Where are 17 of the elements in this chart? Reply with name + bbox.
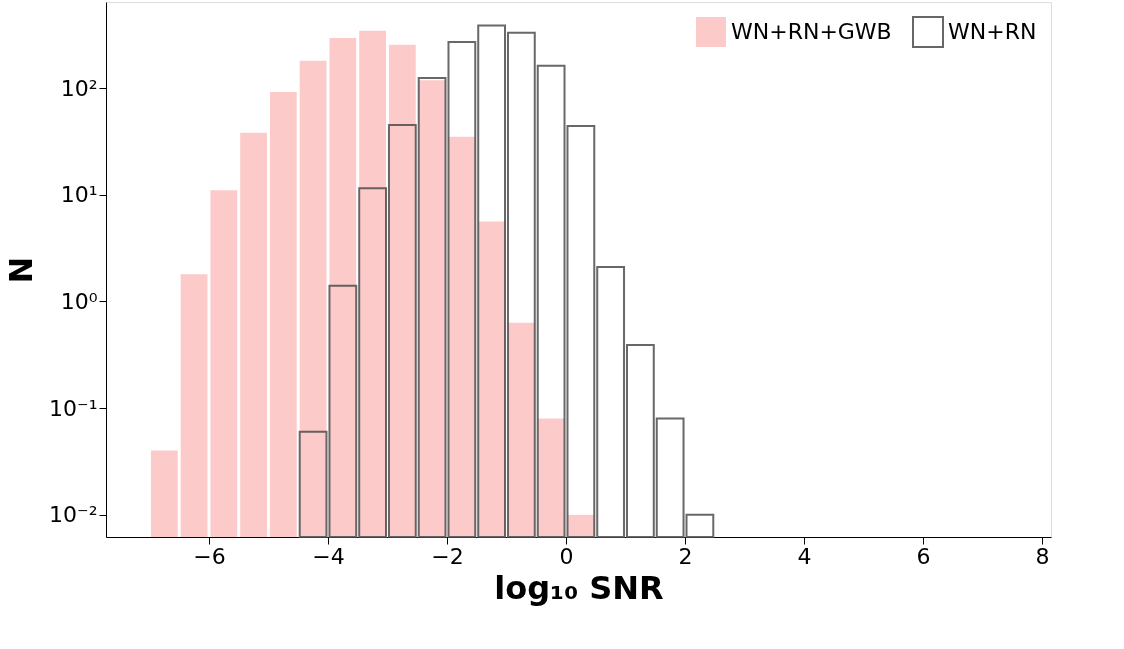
y-tick-label: 10² [60,75,98,101]
x-tick-label: −2 [431,543,464,569]
x-tick-label: 0 [559,543,574,569]
x-tick-label: 2 [678,543,693,569]
x-tick-label: 4 [797,543,812,569]
legend-label: WN+RN [948,19,1037,44]
x-tick-label: −4 [312,543,345,569]
x-tick-label: 6 [916,543,931,569]
y-tick-label: 10⁻² [49,502,98,528]
y-tick-label: 10⁻¹ [49,395,98,421]
x-tick-label: −6 [193,543,226,569]
legend-label: WN+RN+GWB [731,19,892,44]
y-tick-label: 10⁰ [60,288,98,314]
x-axis-title: log₁₀ SNR [494,568,664,607]
x-tick-label: 8 [1035,543,1050,569]
y-tick-label: 10¹ [60,182,98,208]
y-axis-title: N [2,256,41,284]
